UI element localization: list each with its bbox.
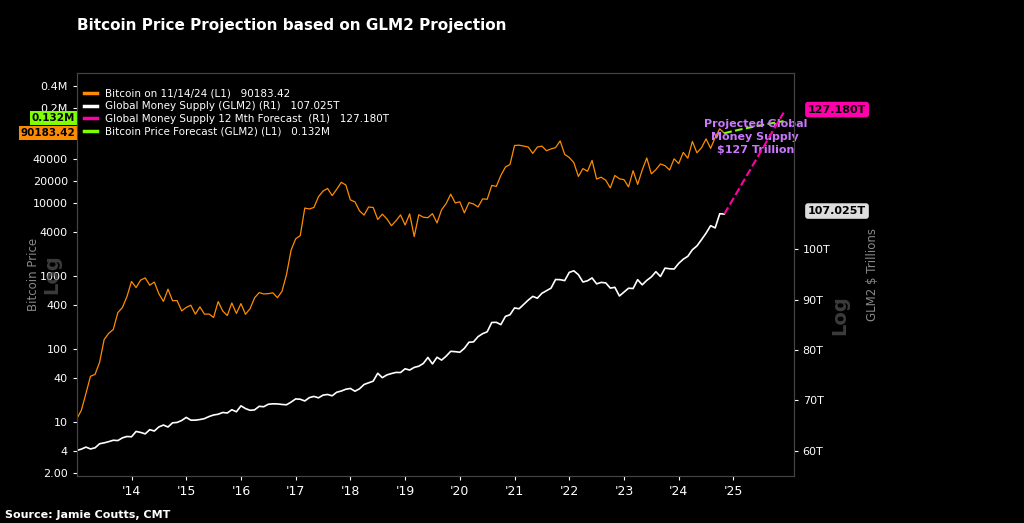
- Text: 127.180T: 127.180T: [808, 105, 866, 115]
- Text: Bitcoin Price: Bitcoin Price: [28, 238, 40, 311]
- Text: 90183.42: 90183.42: [20, 128, 76, 138]
- Text: Log: Log: [42, 255, 61, 294]
- Text: 0.132M: 0.132M: [32, 113, 76, 123]
- Text: Projected Global
Money Supply
$127 Trillion: Projected Global Money Supply $127 Trill…: [703, 119, 807, 155]
- Text: Log: Log: [830, 295, 850, 335]
- Legend: Bitcoin on 11/14/24 (L1)   90183.42, Global Money Supply (GLM2) (R1)   107.025T,: Bitcoin on 11/14/24 (L1) 90183.42, Globa…: [82, 86, 391, 139]
- Text: Source: Jamie Coutts, CMT: Source: Jamie Coutts, CMT: [5, 510, 170, 520]
- Text: GLM2 $ Trillions: GLM2 $ Trillions: [866, 228, 879, 321]
- Text: 107.025T: 107.025T: [808, 206, 866, 216]
- Text: Bitcoin Price Projection based on GLM2 Projection: Bitcoin Price Projection based on GLM2 P…: [77, 18, 506, 33]
